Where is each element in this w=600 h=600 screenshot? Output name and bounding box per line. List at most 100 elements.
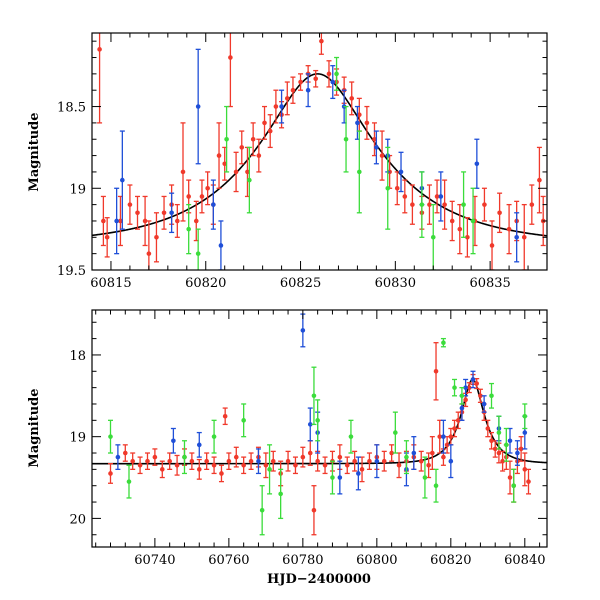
bottom-data-point-red: [152, 448, 158, 466]
top-x-tick-label: 60835: [469, 276, 510, 291]
bottom-data-point-red: [211, 456, 217, 475]
top-data-point-red: [521, 203, 527, 270]
bottom-data-point-green: [511, 468, 517, 503]
bottom-data-point-green: [311, 366, 317, 426]
bottom-data-point-blue: [337, 460, 343, 495]
bottom-x-tick-label: 60820: [430, 553, 471, 568]
top-data-point-red: [506, 203, 512, 255]
bottom-data-point-red: [300, 446, 306, 468]
top-y-tick-label: 19: [69, 182, 86, 197]
top-data-point-red: [174, 203, 180, 238]
top-data-point-red: [349, 81, 355, 116]
bottom-data-point-red: [418, 450, 424, 472]
top-model-curve: [92, 73, 547, 237]
bottom-data-point-green: [181, 440, 187, 475]
bottom-data-point-red: [196, 458, 202, 480]
bottom-data-point-blue: [355, 456, 361, 491]
top-data-point-red: [364, 105, 370, 140]
bottom-data-point-red: [352, 450, 358, 472]
bottom-data-point-blue: [307, 407, 313, 442]
top-data-point-red: [536, 146, 542, 214]
bottom-data-point-green: [522, 403, 528, 430]
top-data-point-red: [256, 138, 262, 173]
bottom-data-point-red: [311, 485, 317, 536]
bottom-data-point-green: [267, 444, 273, 495]
top-data-point-green: [246, 146, 252, 214]
bottom-data-point-blue: [170, 427, 176, 454]
bottom-data-point-blue: [470, 370, 476, 389]
top-data-point-blue: [398, 151, 404, 193]
bottom-data-point-red: [489, 431, 495, 450]
bottom-data-point-green: [452, 378, 458, 397]
top-data-point-red: [434, 179, 440, 214]
bottom-data-point-blue: [481, 395, 487, 413]
bottom-data-point-red: [204, 452, 210, 471]
bottom-data-point-red: [167, 452, 173, 471]
bottom-data-point-red: [433, 342, 439, 401]
top-data-point-red: [298, 73, 304, 91]
top-data-point-red: [273, 89, 279, 124]
bottom-data-point-red: [518, 436, 524, 462]
top-data-point-red: [326, 60, 332, 88]
bottom-x-tick-label: 60740: [134, 553, 175, 568]
top-x-tick-label: 60820: [185, 276, 226, 291]
top-y-tick-label: 18.5: [57, 101, 86, 116]
bottom-data-point-red: [285, 450, 291, 472]
bottom-data-point-green: [329, 460, 335, 495]
top-series-red: [97, 33, 546, 270]
bottom-data-point-blue: [115, 444, 121, 471]
bottom-data-point-red: [159, 460, 165, 479]
top-data-point-blue: [514, 212, 520, 263]
bottom-x-tick-label: 60760: [208, 553, 249, 568]
bottom-y-axis-label: Magnitude: [27, 388, 42, 467]
bottom-y-tick-label: 18: [69, 349, 86, 364]
bottom-data-point-green: [107, 419, 113, 454]
top-data-point-red: [153, 212, 159, 263]
top-panel-zoomed-light-curve: Magnitude 60815 60820 60825 60830 60835 18.5 1…: [27, 32, 548, 291]
bottom-y-tick-label: 20: [69, 512, 86, 527]
bottom-data-point-red: [429, 436, 435, 471]
top-data-point-red: [250, 122, 256, 157]
bottom-x-tick-label: 60840: [504, 553, 545, 568]
bottom-data-point-red: [292, 456, 298, 475]
top-data-point-red: [222, 146, 228, 181]
top-data-point-red: [127, 184, 133, 225]
bottom-data-point-green: [259, 485, 265, 536]
top-data-point-green: [461, 171, 467, 238]
top-data-point-green: [470, 187, 476, 255]
top-data-point-red: [290, 76, 296, 104]
top-data-point-red: [442, 179, 448, 230]
bottom-data-point-blue: [507, 427, 513, 454]
bottom-plot-area: [92, 313, 547, 536]
top-data-point-red: [199, 179, 205, 214]
top-data-point-red: [142, 195, 148, 247]
top-y-tick-label: 19.5: [57, 264, 86, 279]
top-data-point-red: [233, 151, 239, 193]
top-data-point-blue: [373, 130, 379, 165]
top-data-point-red: [100, 195, 106, 247]
bottom-data-point-green: [392, 411, 398, 454]
top-data-point-red: [97, 33, 103, 124]
top-data-point-red: [161, 195, 167, 230]
bottom-data-point-green: [348, 419, 354, 454]
bottom-data-point-green: [489, 382, 495, 409]
top-data-point-red: [457, 203, 463, 255]
bottom-series-red: [107, 342, 532, 536]
bottom-data-point-red: [270, 450, 276, 472]
top-data-point-red: [394, 171, 400, 206]
top-data-point-red: [481, 187, 487, 222]
top-data-point-red: [318, 33, 324, 55]
bottom-data-point-red: [522, 452, 528, 487]
top-data-point-blue: [114, 187, 120, 255]
top-data-point-red: [267, 114, 273, 149]
top-data-point-red: [205, 171, 211, 206]
bottom-data-point-blue: [411, 436, 417, 471]
top-data-point-red: [216, 122, 222, 189]
top-data-point-green: [385, 146, 391, 230]
bottom-data-point-red: [466, 382, 472, 394]
bottom-data-point-red: [248, 452, 254, 471]
bottom-data-point-red: [189, 452, 195, 471]
top-data-point-red: [239, 130, 245, 165]
bottom-x-tick-label: 60780: [282, 553, 323, 568]
